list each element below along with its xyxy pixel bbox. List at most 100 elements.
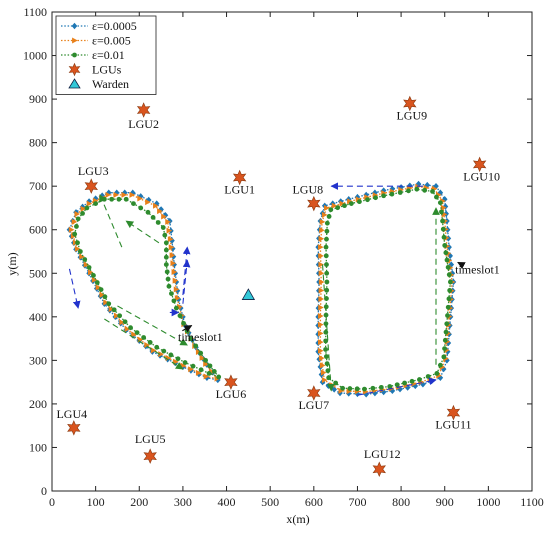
path-marker (163, 262, 169, 267)
path-marker (108, 306, 115, 313)
path-marker (150, 347, 157, 354)
path-marker (165, 276, 171, 282)
path-marker (188, 336, 194, 341)
path-marker (86, 200, 93, 207)
path-marker (318, 355, 325, 362)
path-marker (122, 319, 128, 325)
direction-arrow (117, 305, 188, 346)
plot-border (51, 11, 533, 492)
path-marker (111, 307, 117, 313)
lgu-marker (307, 195, 321, 212)
path-marker (446, 272, 452, 278)
path-marker (165, 218, 171, 225)
path-marker (103, 299, 109, 306)
path-marker (317, 347, 324, 354)
path-marker (397, 190, 403, 195)
path-marker (324, 270, 330, 276)
plot-frame (51, 11, 533, 492)
path-marker (323, 347, 328, 352)
path-marker (68, 226, 75, 233)
path-marker (324, 279, 330, 285)
path-marker (154, 344, 160, 350)
y-tick-label: 700 (29, 179, 47, 193)
path-marker (129, 189, 136, 196)
path-marker (324, 204, 330, 211)
y-tick-label: 1100 (23, 5, 47, 19)
path-marker (440, 226, 446, 232)
y-tick-label: 200 (29, 397, 47, 411)
direction-arrow (68, 268, 81, 309)
path-marker (169, 291, 174, 296)
path-marker (74, 224, 79, 229)
lgu-label: LGU12 (364, 447, 401, 461)
path-marker (415, 180, 422, 188)
path-marker (193, 343, 199, 349)
y-tick-label: 800 (29, 136, 47, 150)
legend-label: LGUs (92, 63, 122, 77)
path-marker (131, 331, 137, 338)
path-marker (203, 373, 210, 380)
path-marker (168, 244, 175, 251)
path-marker (357, 199, 362, 205)
path-marker (417, 377, 422, 382)
path-marker (319, 227, 325, 234)
y-tick-label: 0 (41, 484, 47, 498)
path-marker (175, 356, 181, 362)
path-marker (172, 277, 179, 284)
path-marker (347, 386, 353, 391)
path-marker (445, 264, 451, 270)
path-marker (402, 380, 407, 386)
path-marker (394, 382, 400, 388)
legend-marker (72, 37, 78, 44)
lgu-label: LGU2 (128, 117, 159, 131)
path-marker (161, 348, 167, 354)
path-marker (444, 257, 450, 263)
x-tick-label: 600 (305, 495, 323, 509)
x-tick-label: 400 (218, 495, 236, 509)
path-marker (109, 196, 115, 202)
path-line-left-1 (70, 194, 218, 380)
path-marker (168, 352, 174, 358)
path-marker (94, 280, 100, 285)
path-marker (370, 385, 376, 391)
path-marker (442, 243, 448, 248)
path-marker (77, 249, 83, 254)
path-marker (80, 210, 85, 216)
path-marker (439, 209, 444, 215)
path-marker (91, 273, 96, 278)
path-marker (79, 203, 86, 211)
path-marker (324, 262, 329, 267)
path-marker (326, 214, 332, 219)
path-marker (414, 186, 420, 192)
path-marker (441, 354, 447, 360)
path-marker (448, 261, 455, 268)
path-marker (354, 390, 361, 398)
path-marker (440, 218, 445, 224)
timeslot-label: timeslot1 (178, 330, 223, 344)
legend-label: ε=0.01 (92, 48, 125, 62)
path-marker (84, 205, 90, 211)
path-marker (82, 257, 88, 262)
path-marker (138, 205, 144, 211)
path-marker (124, 326, 131, 333)
path-marker (102, 294, 108, 300)
path-marker (145, 196, 152, 204)
path-marker (128, 325, 133, 331)
path-marker (145, 199, 151, 206)
path-marker (355, 196, 362, 203)
x-tick-label: 300 (174, 495, 192, 509)
path-marker (445, 313, 450, 318)
path-marker (437, 189, 444, 196)
path-marker (434, 371, 440, 376)
path-marker (177, 304, 184, 312)
path-marker (443, 210, 449, 217)
x-tick-label: 0 (49, 495, 55, 509)
path-marker (166, 283, 172, 289)
path-marker (324, 361, 330, 367)
lgu-marker (143, 448, 157, 464)
lgu-label: LGU11 (435, 418, 471, 432)
path-marker (328, 207, 334, 213)
path-marker (74, 245, 81, 252)
